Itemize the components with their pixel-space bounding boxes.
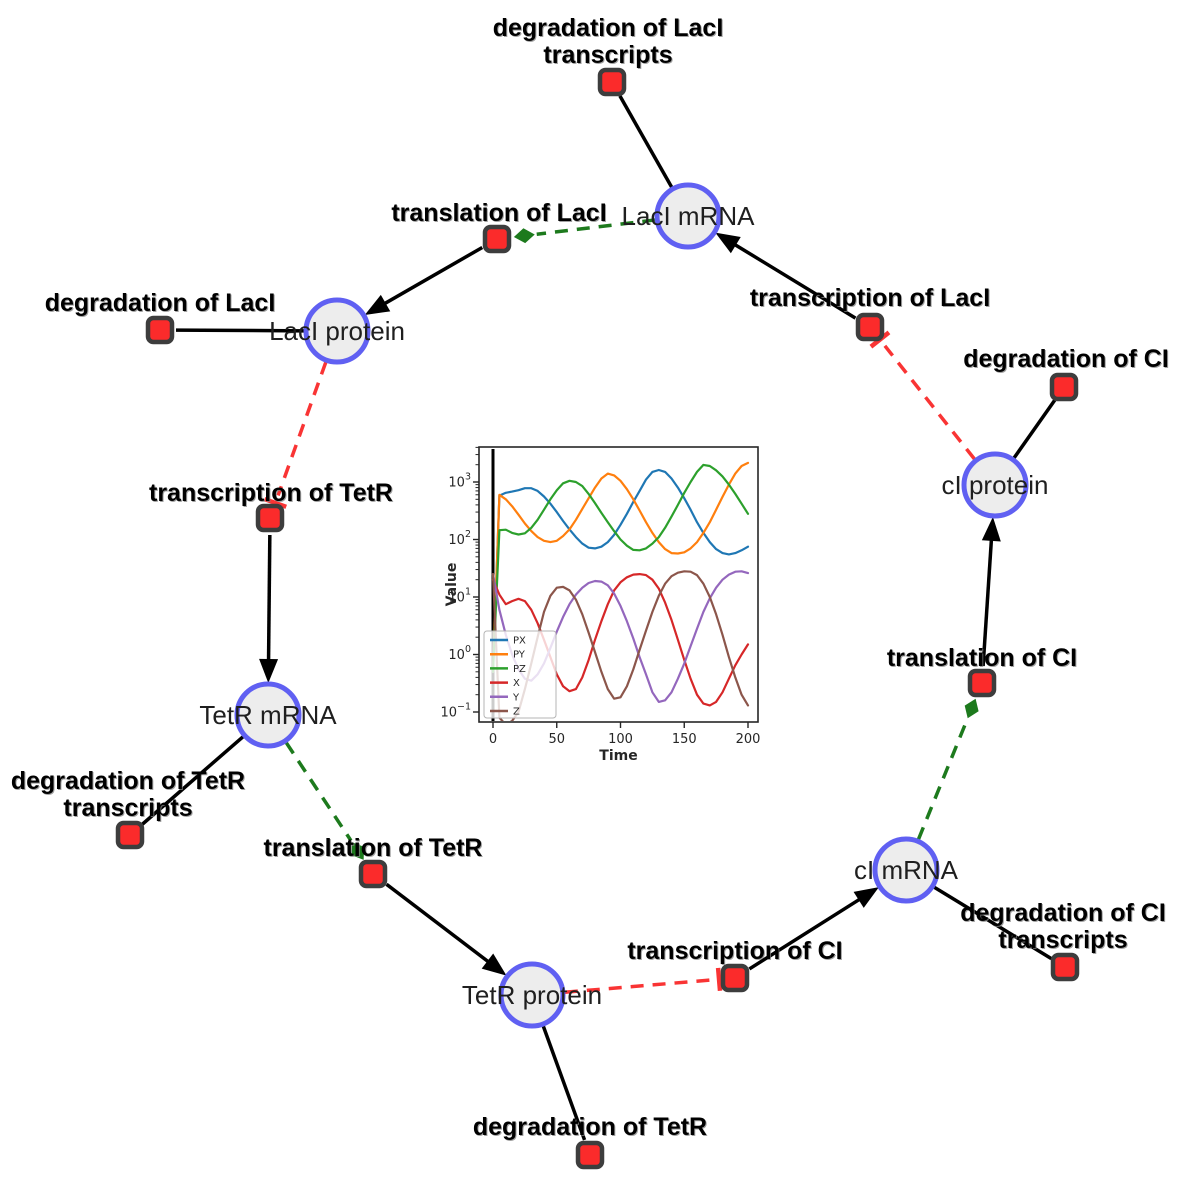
legend-label-PZ: PZ [513,664,526,675]
species-node-tetR_protein [498,961,566,1029]
series-line-PZ [491,463,750,673]
species-node-cI_protein [961,451,1029,519]
species-node-tetR_mRNA [234,681,302,749]
reaction-node-deg_tetR [575,1140,605,1170]
reaction-node-deg_lacI_transcripts [597,67,627,97]
x-tick-label: 150 [672,732,697,747]
diamond-head-icon [513,228,535,244]
y-axis-label: Value [444,563,460,607]
reaction-node-deg_tetR_transcripts [115,820,145,850]
edge-lacI_protein-deg_lacI-consumption [175,328,305,333]
reaction-label-transl_lacI: translation of LacI [391,199,606,227]
reaction-node-transl_tetR [358,859,388,889]
reaction-node-deg_lacI [145,315,175,345]
edge-lacI_mRNA-deg_lacI_transcripts-consumption [618,95,674,189]
reaction-label-deg_cI: degradation of CI [963,345,1169,373]
y-tick-label: 10−1 [440,702,471,721]
x-axis-label: Time [599,748,637,764]
diamond-head-icon [964,698,979,719]
edge-transl_tetR-tetR_protein-production [385,882,497,969]
species-label-tetR_protein: TetR protein [462,980,602,1010]
series-line-PY [491,461,750,673]
edge-transl_lacI-lacI_protein-production [376,245,484,310]
x-tick-label: 100 [608,732,633,747]
arrow-head-icon [481,953,507,976]
x-tick-label: 200 [736,732,761,747]
edge-heads [259,228,1001,991]
edge-transcr_lacI-lacI_mRNA-production [726,238,857,320]
species-label-lacI_mRNA: LacI mRNA [622,201,756,231]
edge-tetR_mRNA-deg_tetR_transcripts-consumption [140,735,245,826]
species-node-cI_mRNA [872,836,940,904]
species-label-tetR_mRNA: TetR mRNA [199,700,337,730]
species-label-cI_protein: cI protein [942,470,1049,500]
arrow-head-icon [259,658,279,684]
reaction-label-transcr_lacI: transcription of LacI [750,284,990,312]
reaction-node-transl_lacI [482,224,512,254]
species-node-lacI_mRNA [654,182,722,250]
inset-chart: 0 50 100 150 20010310210110010−1TimeValuePXP… [440,446,761,764]
species-label-lacI_protein: LacI protein [269,316,405,346]
edge-cI_protein-deg_cI-consumption [1012,399,1057,460]
legend-label-PY: PY [513,650,526,661]
nodes [115,67,1080,1170]
reaction-node-transcr_tetR [255,503,285,533]
species-node-lacI_protein [303,297,371,365]
y-tick-label: 103 [448,472,471,491]
y-tick-label: 100 [448,644,471,663]
edge-cI_protein-transcr_lacI-inhibition [883,344,976,461]
tee-head-icon [263,496,287,509]
edge-tetR_mRNA-transl_tetR-modifier [284,741,353,842]
edges [140,95,1057,1141]
arrow-head-icon [981,516,1001,542]
reaction-label-deg_lacI: degradation of LacI [45,289,276,317]
plot-frame [478,446,759,723]
edge-transl_cI-cI_protein-production [981,530,994,667]
reaction-node-deg_cI [1049,372,1079,402]
edge-transcr_tetR-tetR_mRNA-production [266,534,272,670]
edge-transcr_cI-cI_mRNA-production [748,893,869,971]
reaction-label-deg_tetR: degradation of TetR [473,1113,707,1141]
x-tick-label: 50 [548,732,565,747]
legend-label-X: X [513,678,520,689]
edge-tetR_protein-deg_tetR-consumption [541,1025,587,1141]
reaction-node-deg_cI_transcripts [1050,952,1080,982]
edge-lacI_mRNA-transl_lacI-modifier [536,218,656,236]
arrow-head-icon [853,887,879,908]
edge-cI_mRNA-deg_cI_transcripts-consumption [933,885,1053,961]
species-label-cI_mRNA: cI mRNA [854,855,959,885]
reaction-label-deg_cI_transcripts: degradation of CI transcripts [960,899,1166,954]
tee-head-icon [715,967,723,991]
reaction-node-transcr_cI [720,963,750,993]
y-tick-label: 102 [448,529,471,548]
legend-label-PX: PX [513,636,526,647]
labels: LacI mRNA LacI protein TetR mRNA TetR prote… [11,14,1169,1141]
arrow-head-icon [364,294,391,316]
reaction-label-deg_tetR_transcripts: degradation of TetR transcripts [11,767,245,822]
x-tick-label: 0 [489,732,497,747]
series-line-X [491,573,750,707]
diamond-head-icon [351,842,365,860]
legend-label-Y: Y [512,692,520,703]
reaction-label-transcr_tetR: transcription of TetR [149,479,393,507]
edge-tetR_protein-transcr_cI-inhibition [564,978,712,994]
reaction-label-transcr_cI: transcription of CI [627,937,842,965]
series-line-PX [491,468,750,673]
arrow-head-icon [715,232,741,254]
reaction-node-transcr_lacI [855,312,885,342]
reaction-label-deg_lacI_transcripts: degradation of LacI transcripts [493,14,724,69]
reaction-label-transl_cI: translation of CI [887,644,1077,672]
edge-lacI_protein-transcr_tetR-inhibition [276,361,328,496]
edge-cI_mRNA-transl_cI-modifier [916,719,969,841]
legend-label-Z: Z [513,707,520,718]
reaction-node-transl_cI [967,668,997,698]
reaction-label-transl_tetR: translation of TetR [264,834,483,862]
